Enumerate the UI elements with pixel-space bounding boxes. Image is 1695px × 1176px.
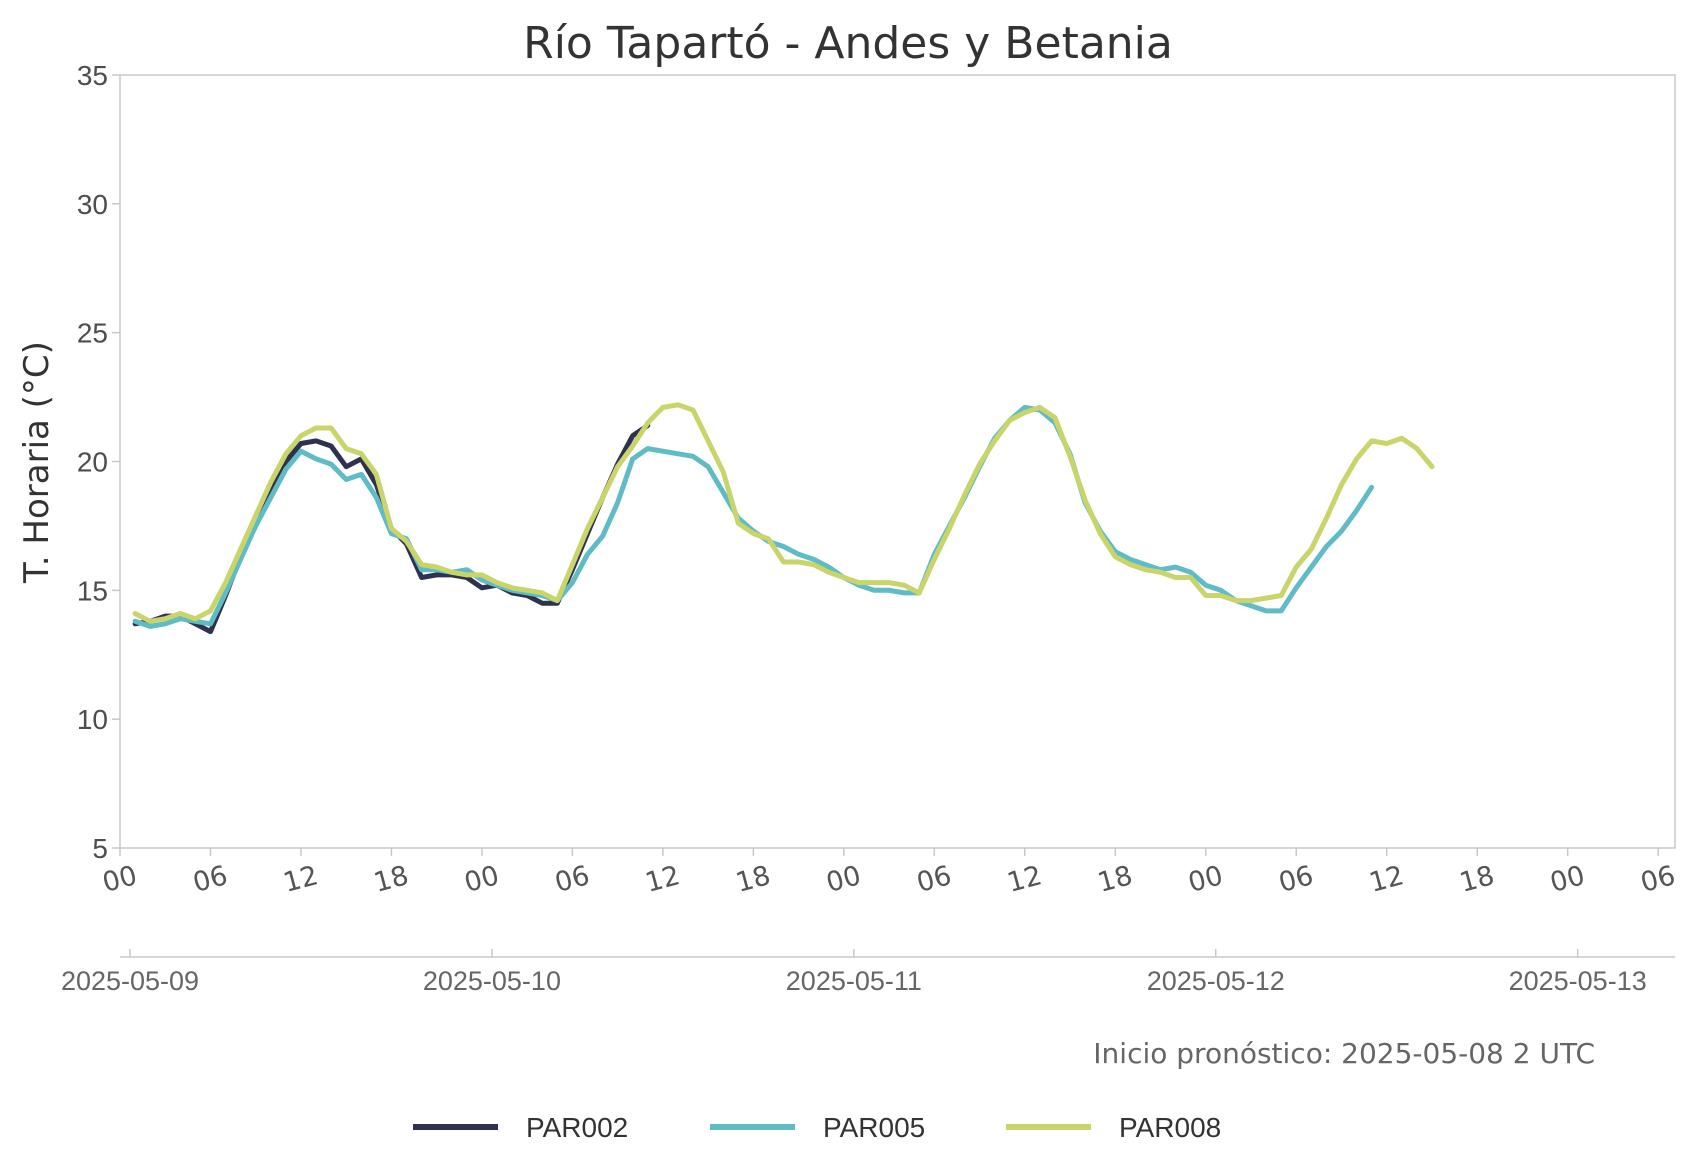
legend-label-par002: PAR002 [526, 1112, 628, 1143]
x-axis-date-ticks: 2025-05-09 2025-05-10 2025-05-11 2025-05-12… [61, 949, 1647, 996]
x-tick-label: 06 [914, 860, 955, 899]
y-axis-ticks: 5 10 15 20 25 30 35 [77, 60, 120, 864]
x-axis-hour-ticks: 00 06 12 18 00 06 12 18 00 06 12 18 00 06 12 18 00 06 [99, 848, 1679, 899]
y-tick-label: 25 [77, 318, 108, 349]
x-tick-label: 00 [823, 860, 864, 899]
date-tick-label: 2025-05-09 [61, 966, 199, 996]
date-tick-label: 2025-05-12 [1147, 966, 1285, 996]
date-tick-label: 2025-05-13 [1509, 966, 1647, 996]
x-tick-label: 00 [1185, 860, 1226, 899]
x-tick-label: 18 [1456, 860, 1497, 899]
series-lines [132, 402, 1435, 635]
y-axis-label: T. Horaria (°C) [17, 341, 57, 584]
x-tick-label: 06 [1637, 860, 1678, 899]
y-tick-label: 5 [92, 833, 108, 864]
x-tick-label: 06 [552, 860, 593, 899]
x-tick-label: 00 [461, 860, 502, 899]
chart-title: Río Tapartó - Andes y Betania [523, 18, 1173, 69]
y-tick-label: 10 [77, 704, 108, 735]
forecast-start-note: Inicio pronóstico: 2025-05-08 2 UTC [1093, 1037, 1595, 1070]
x-tick-label: 06 [1276, 860, 1317, 899]
y-tick-label: 35 [77, 60, 108, 91]
x-tick-label: 12 [1366, 860, 1407, 899]
date-tick-label: 2025-05-11 [786, 966, 922, 996]
x-tick-label: 12 [1004, 860, 1045, 899]
legend-label-par008: PAR008 [1119, 1112, 1221, 1143]
y-tick-label: 15 [77, 575, 108, 606]
x-tick-label: 00 [1547, 860, 1588, 899]
x-tick-label: 18 [371, 860, 412, 899]
legend-label-par005: PAR005 [823, 1112, 925, 1143]
x-tick-label: 00 [99, 860, 140, 899]
legend: PAR002 PAR005 PAR008 [413, 1112, 1221, 1143]
y-tick-label: 30 [77, 189, 108, 220]
series-line-par008 [132, 402, 1435, 624]
x-tick-label: 06 [190, 860, 231, 899]
x-tick-label: 18 [733, 860, 774, 899]
y-tick-label: 20 [77, 447, 108, 478]
x-tick-label: 12 [642, 860, 683, 899]
date-tick-label: 2025-05-10 [423, 966, 561, 996]
x-tick-label: 12 [280, 860, 321, 899]
x-tick-label: 18 [1095, 860, 1136, 899]
